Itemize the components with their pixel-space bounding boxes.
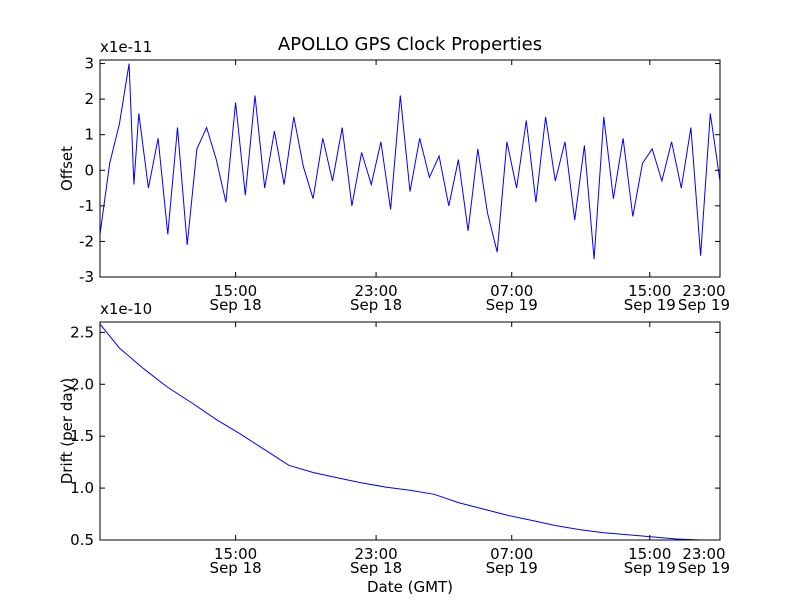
y-tick-label: 3 — [84, 55, 94, 73]
x-tick-label-time: 15:00 — [214, 282, 257, 300]
x-tick-label-date: Sep 19 — [624, 296, 676, 314]
y-tick-label: 2 — [84, 90, 94, 108]
y-tick-label: 1.0 — [70, 479, 94, 497]
x-tick-label-date: Sep 19 — [678, 559, 730, 577]
x-tick-label-time: 15:00 — [214, 545, 257, 563]
chart-title: APOLLO GPS Clock Properties — [278, 34, 542, 55]
x-tick-label-date: Sep 19 — [678, 296, 730, 314]
y-tick-label: -1 — [79, 197, 94, 215]
plot-frame — [99, 321, 721, 541]
y-tick-label: 1.5 — [70, 427, 94, 445]
y-tick-label: -2 — [79, 232, 94, 250]
x-tick-label-time: 23:00 — [682, 545, 725, 563]
y-tick-label: -3 — [79, 268, 94, 286]
x-tick-label-time: 23:00 — [354, 545, 397, 563]
y-axis-label: Offset — [58, 146, 76, 191]
axis-scale-label: x1e-10 — [100, 300, 152, 318]
x-tick-label-time: 15:00 — [628, 282, 671, 300]
x-tick-label-date: Sep 19 — [486, 559, 538, 577]
series-line-offset — [100, 63, 720, 260]
y-tick-label: 2.5 — [70, 323, 94, 341]
plot-frame — [99, 59, 721, 278]
x-tick-label-date: Sep 18 — [350, 559, 402, 577]
y-tick-label: 2.0 — [70, 375, 94, 393]
y-tick-label: 0.5 — [70, 531, 94, 549]
y-tick-label: 0 — [84, 161, 94, 179]
x-tick-label-date: Sep 18 — [350, 296, 402, 314]
x-tick-label-date: Sep 19 — [486, 296, 538, 314]
series-line-drift — [100, 323, 711, 540]
x-tick-label-date: Sep 18 — [210, 559, 262, 577]
x-tick-label-time: 07:00 — [490, 282, 533, 300]
y-axis-label: Drift (per day) — [58, 378, 76, 485]
x-tick-label-time: 23:00 — [682, 282, 725, 300]
x-tick-label-date: Sep 19 — [624, 559, 676, 577]
x-tick-label-time: 23:00 — [354, 282, 397, 300]
y-tick-label: 1 — [84, 126, 94, 144]
x-axis-label: Date (GMT) — [367, 578, 453, 596]
x-tick-label-time: 07:00 — [490, 545, 533, 563]
x-tick-label-time: 15:00 — [628, 545, 671, 563]
axis-scale-label: x1e-11 — [100, 38, 152, 56]
x-tick-label-date: Sep 18 — [210, 296, 262, 314]
